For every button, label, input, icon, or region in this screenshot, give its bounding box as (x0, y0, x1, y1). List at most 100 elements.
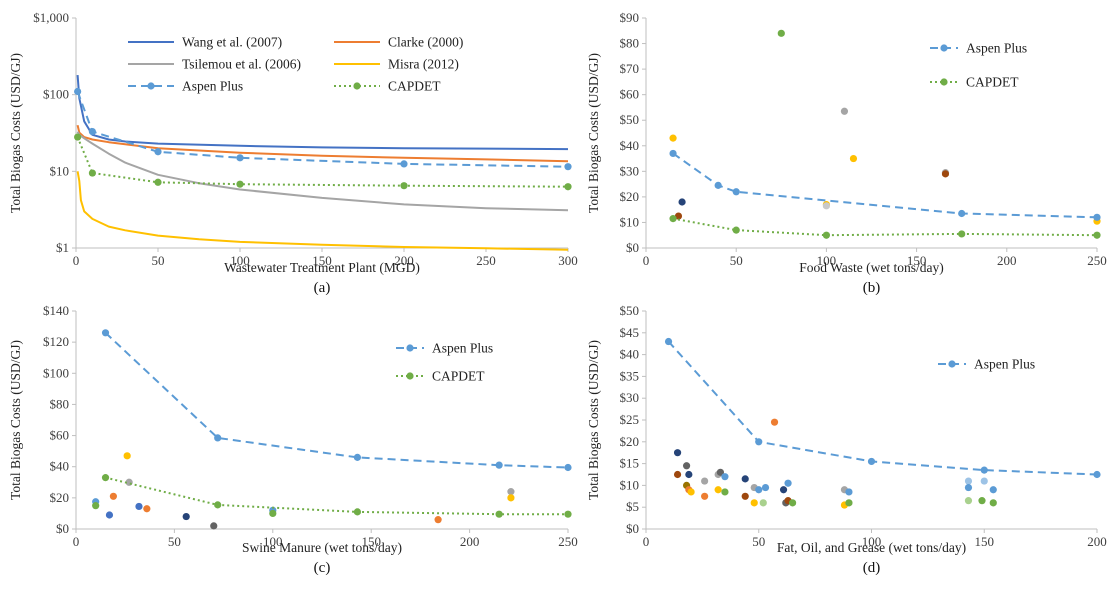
x-axis-label: Fat, Oil, and Grease (wet tons/day) (777, 540, 966, 555)
chart-panel-3: 0 50 100 150 200 250 $0 $20 $40 $60 $80 $100 $120 $14… (8, 303, 578, 576)
y-tick-label: $0 (626, 521, 639, 536)
series-point (564, 463, 572, 472)
x-tick-label: 0 (643, 534, 650, 549)
x-axis-label: Swine Manure (wet tons/day) (242, 540, 402, 555)
legend-label: Aspen Plus (182, 79, 243, 94)
y-tick-label: $120 (43, 334, 69, 349)
scatter-point (701, 477, 709, 485)
series-point (236, 154, 244, 162)
series-point (1093, 213, 1101, 221)
scatter-point (714, 486, 722, 494)
legend-label: Clarke (2000) (388, 35, 463, 50)
scatter-point (682, 462, 691, 470)
y-axis-label: Total Biogas Costs (USD/GJ) (586, 340, 601, 500)
y-tick-label: $20 (50, 490, 70, 505)
scatter-point (673, 470, 682, 479)
scatter-point (759, 499, 767, 507)
x-tick-label: 100 (817, 253, 837, 268)
series-point (1093, 231, 1101, 239)
series-point (564, 163, 572, 171)
x-tick-label: 150 (907, 253, 927, 268)
scatter-point (840, 107, 849, 115)
scatter-point (721, 488, 729, 496)
series-point (958, 209, 966, 218)
series-point (88, 169, 96, 177)
series-line-1 (76, 75, 569, 151)
panel-label: (d) (863, 560, 881, 576)
series-point (732, 226, 740, 234)
y-tick-label: $0 (56, 521, 69, 536)
series-point (980, 466, 988, 474)
x-tick-label: 300 (558, 253, 578, 268)
scatter-point (755, 486, 763, 494)
scatter-point (716, 468, 725, 476)
legend-marker (948, 360, 956, 368)
y-axis-label: Total Biogas Costs (USD/GJ) (586, 53, 601, 213)
series-point (564, 510, 572, 518)
scatter-point (687, 488, 695, 496)
series-point (732, 188, 740, 196)
x-tick-label: 50 (730, 253, 743, 268)
y-tick-label: $40 (620, 347, 640, 362)
series-line-1 (672, 152, 1098, 219)
scatter-point (964, 477, 973, 485)
series-point (74, 87, 82, 96)
series-point (958, 230, 966, 238)
scatter-point (750, 499, 758, 507)
scatter-point (761, 483, 770, 492)
legend-label: CAPDET (432, 369, 485, 384)
legend-marker (940, 44, 948, 52)
series-point (214, 434, 222, 442)
series-point (664, 337, 673, 346)
x-tick-label: 50 (168, 534, 181, 549)
y-tick-label: $40 (620, 138, 640, 153)
x-tick-label: 50 (752, 534, 765, 549)
y-tick-label: $10 (620, 477, 640, 492)
x-tick-label: 150 (361, 534, 381, 549)
legend-marker (406, 372, 414, 380)
series-point (495, 461, 503, 469)
series-line-6 (76, 136, 569, 188)
y-tick-label: $50 (620, 112, 640, 127)
x-tick-label: 200 (460, 534, 480, 549)
scatter-point (92, 502, 100, 510)
y-tick-label: $10 (620, 214, 640, 229)
y-tick-label: $100 (43, 87, 69, 102)
scatter-point (674, 212, 683, 220)
panel-label: (c) (314, 560, 331, 576)
series-point (88, 127, 96, 136)
x-tick-label: 200 (997, 253, 1017, 268)
y-tick-label: $5 (626, 499, 639, 514)
legend-label: CAPDET (388, 79, 441, 94)
y-tick-label: $30 (620, 390, 640, 405)
y-tick-label: $45 (620, 325, 640, 340)
scatter-point (721, 473, 729, 481)
legend-label: Misra (2012) (388, 57, 459, 72)
y-tick-label: $1 (56, 240, 69, 255)
scatter-point (777, 29, 785, 37)
scatter-point (143, 505, 151, 513)
scatter-point (822, 202, 831, 210)
y-tick-label: $15 (620, 456, 640, 471)
series-point (867, 457, 876, 466)
y-axis-label: Total Biogas Costs (USD/GJ) (8, 340, 23, 500)
scatter-point (109, 492, 117, 500)
y-tick-label: $35 (620, 368, 640, 383)
series-point (1093, 470, 1101, 479)
series-point (154, 178, 162, 186)
scatter-point (964, 483, 973, 492)
scatter-point (678, 198, 686, 206)
series-point (495, 510, 503, 518)
scatter-point (964, 497, 973, 505)
scatter-point (980, 477, 988, 485)
series-point (101, 329, 110, 337)
y-tick-label: $40 (50, 459, 70, 474)
panel-label: (b) (863, 280, 881, 296)
y-tick-label: $30 (620, 163, 640, 178)
series-point (564, 183, 572, 191)
legend-label: Wang et al. (2007) (182, 35, 282, 50)
y-tick-label: $1,000 (33, 10, 69, 25)
x-tick-label: 150 (975, 534, 995, 549)
series-point (755, 438, 763, 446)
x-tick-label: 250 (1087, 253, 1107, 268)
